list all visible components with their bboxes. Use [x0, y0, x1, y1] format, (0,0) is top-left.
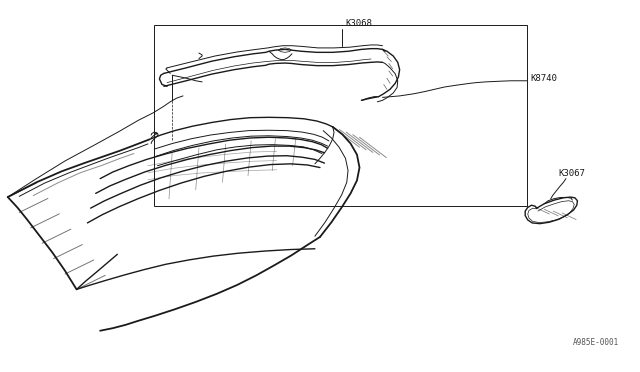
Text: K3067: K3067 [558, 169, 585, 178]
Text: K8740: K8740 [531, 74, 557, 83]
Bar [154, 25, 527, 206]
Text: A985E-0001: A985E-0001 [573, 338, 620, 347]
Text: K3068: K3068 [346, 19, 372, 28]
